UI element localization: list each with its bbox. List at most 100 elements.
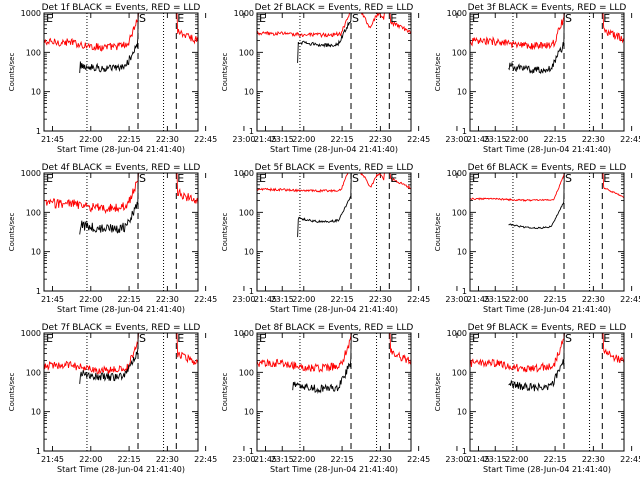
- x-axis-label: Start Time (28-Jun-04 21:41:40): [57, 305, 185, 314]
- lld-series-line: [257, 173, 411, 193]
- y-axis-label: Counts/sec: [434, 373, 442, 412]
- x-tick-label: 21:45: [467, 455, 490, 464]
- x-tick-label: 22:30: [369, 295, 392, 304]
- left-edge-marker: E: [259, 332, 266, 345]
- x-tick-label: 22:45: [620, 295, 640, 304]
- x-tick-label: 22:00: [79, 295, 102, 304]
- x-tick-label: 23:00: [232, 135, 255, 144]
- lld-series-line: [470, 13, 624, 51]
- end-marker: E: [390, 332, 397, 345]
- y-tick-label: 10: [244, 408, 254, 417]
- x-tick-label: 22:45: [194, 135, 217, 144]
- y-tick-label: 100: [239, 48, 254, 57]
- panel-3: Det 3f BLACK = Events, RED = LLD Counts/s…: [434, 3, 640, 154]
- x-tick-label: 23:00: [445, 135, 468, 144]
- lld-series-line: [44, 173, 198, 215]
- y-tick-label: 1000: [234, 9, 254, 18]
- end-marker: E: [603, 12, 610, 25]
- x-tick-label: 22:15: [331, 135, 354, 144]
- panel-4: Det 4f BLACK = Events, RED = LLD Counts/s…: [8, 163, 294, 314]
- y-tick-label: 1000: [21, 169, 41, 178]
- end-marker: E: [177, 172, 184, 185]
- y-tick-label: 1: [36, 127, 41, 136]
- x-axis-label: Start Time (28-Jun-04 21:41:40): [270, 465, 398, 474]
- panel-5: Det 5f BLACK = Events, RED = LLD Counts/s…: [221, 163, 507, 314]
- x-tick-label: 22:45: [194, 455, 217, 464]
- panel-9: Det 9f BLACK = Events, RED = LLD Counts/s…: [434, 323, 640, 474]
- x-tick-label: 21:45: [41, 135, 64, 144]
- plot-frame: [43, 332, 199, 452]
- y-tick-label: 1000: [234, 169, 254, 178]
- y-tick-label: 1: [36, 287, 41, 296]
- y-tick-label: 1000: [21, 9, 41, 18]
- lld-series-line: [44, 333, 198, 375]
- x-tick-label: 22:00: [292, 295, 315, 304]
- plot-frame: [469, 332, 625, 452]
- panel-title: Det 4f BLACK = Events, RED = LLD: [42, 163, 201, 173]
- plot-frame: [43, 172, 199, 292]
- x-tick-label: 22:30: [369, 135, 392, 144]
- y-tick-label: 100: [26, 368, 41, 377]
- left-edge-marker: E: [472, 332, 479, 345]
- x-axis-label: Start Time (28-Jun-04 21:41:40): [483, 305, 611, 314]
- y-tick-label: 1: [249, 287, 254, 296]
- x-tick-label: 23:00: [232, 295, 255, 304]
- end-marker: E: [603, 332, 610, 345]
- x-tick-label: 22:45: [620, 135, 640, 144]
- panel-1: Det 1f BLACK = Events, RED = LLD Counts/s…: [8, 3, 294, 154]
- x-tick-label: 22:00: [292, 455, 315, 464]
- panel-title: Det 7f BLACK = Events, RED = LLD: [42, 323, 201, 333]
- left-edge-marker: E: [46, 332, 53, 345]
- y-tick-label: 1000: [447, 329, 467, 338]
- end-marker: E: [177, 12, 184, 25]
- x-axis-label: Start Time (28-Jun-04 21:41:40): [270, 305, 398, 314]
- panel-title: Det 1f BLACK = Events, RED = LLD: [42, 3, 201, 13]
- y-tick-label: 1: [249, 127, 254, 136]
- x-tick-label: 22:15: [331, 455, 354, 464]
- y-tick-label: 10: [31, 248, 41, 257]
- y-tick-label: 100: [239, 208, 254, 217]
- events-series-line: [79, 13, 139, 74]
- y-tick-label: 1000: [447, 9, 467, 18]
- y-tick-label: 100: [239, 368, 254, 377]
- x-tick-label: 21:45: [254, 295, 277, 304]
- y-tick-label: 10: [457, 408, 467, 417]
- x-tick-label: 22:45: [194, 295, 217, 304]
- end-marker: E: [603, 172, 610, 185]
- panel-6: Det 6f BLACK = Events, RED = LLD Counts/s…: [434, 163, 640, 314]
- left-edge-marker: E: [46, 12, 53, 25]
- y-tick-label: 10: [457, 88, 467, 97]
- start-marker: S: [565, 12, 572, 25]
- x-tick-label: 22:30: [582, 295, 605, 304]
- panel-7: Det 7f BLACK = Events, RED = LLD Counts/s…: [8, 323, 294, 474]
- x-tick-label: 22:15: [118, 455, 141, 464]
- start-marker: S: [565, 172, 572, 185]
- start-marker: S: [139, 12, 146, 25]
- x-tick-label: 22:15: [544, 295, 567, 304]
- x-tick-label: 22:00: [505, 455, 528, 464]
- lld-series-line: [44, 13, 198, 52]
- end-marker: E: [390, 12, 397, 25]
- start-marker: S: [139, 332, 146, 345]
- x-tick-label: 23:00: [232, 455, 255, 464]
- x-tick-label: 22:45: [407, 295, 430, 304]
- panel-title: Det 3f BLACK = Events, RED = LLD: [468, 3, 627, 13]
- panel-title: Det 8f BLACK = Events, RED = LLD: [255, 323, 414, 333]
- y-tick-label: 10: [244, 88, 254, 97]
- x-tick-label: 22:00: [292, 135, 315, 144]
- y-tick-label: 100: [26, 208, 41, 217]
- plot-frame: [256, 12, 412, 132]
- y-axis-label: Counts/sec: [434, 53, 442, 92]
- x-tick-label: 22:00: [505, 295, 528, 304]
- panel-2: Det 2f BLACK = Events, RED = LLD Counts/s…: [221, 3, 507, 154]
- x-tick-label: 22:45: [620, 455, 640, 464]
- events-series-line: [297, 13, 352, 63]
- y-tick-label: 1: [249, 447, 254, 456]
- y-tick-label: 10: [244, 248, 254, 257]
- lld-series-line: [257, 333, 411, 373]
- x-tick-label: 21:45: [254, 135, 277, 144]
- panel-title: Det 9f BLACK = Events, RED = LLD: [468, 323, 627, 333]
- y-tick-label: 10: [31, 408, 41, 417]
- y-tick-label: 10: [31, 88, 41, 97]
- x-tick-label: 22:30: [582, 455, 605, 464]
